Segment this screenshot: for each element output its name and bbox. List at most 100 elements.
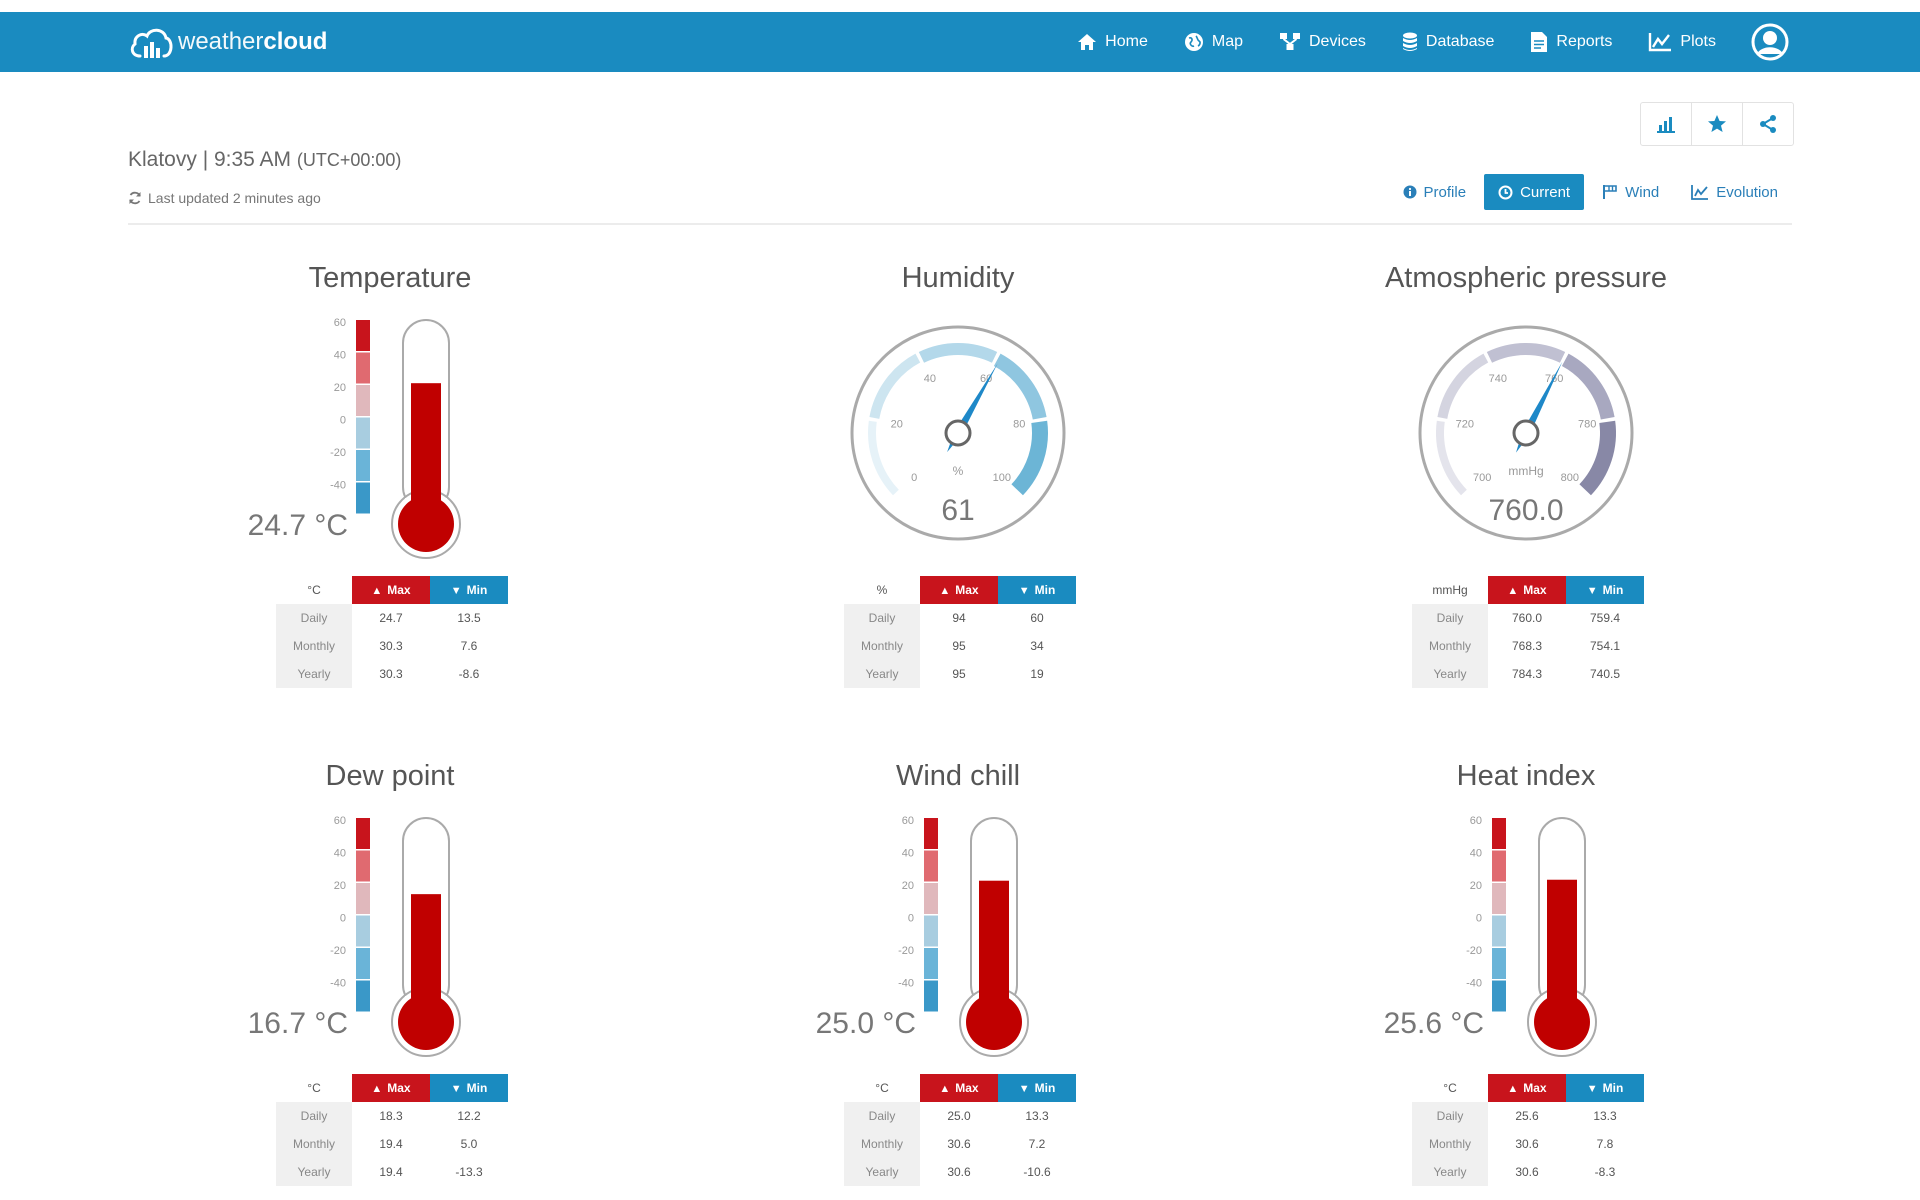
stats-min-value: 19 [1030, 667, 1044, 681]
scale-segment [924, 850, 938, 882]
stats-max-value: 760.0 [1511, 611, 1543, 625]
chevron-up-icon: ▲ [1507, 1083, 1519, 1095]
tab-profile[interactable]: Profile [1389, 174, 1481, 210]
tab-evolution-label: Evolution [1716, 183, 1778, 201]
stats-row-monthly: Monthly 768.3 754.1 [1412, 632, 1644, 660]
stats-row-yearly: Yearly 30.6 -10.6 [844, 1158, 1076, 1186]
star-icon [1708, 115, 1726, 132]
gauge-tick-label: 40 [924, 373, 936, 385]
station-name-time: Klatovy | 9:35 AM [128, 148, 292, 171]
stats-max-value: 94 [952, 611, 966, 625]
stats-row-monthly: Monthly 30.6 7.2 [844, 1130, 1076, 1158]
chevron-up-icon: ▲ [371, 585, 383, 597]
line-chart-icon [1691, 185, 1709, 200]
scale-tick-label: 0 [340, 415, 346, 427]
gauge-tick-label: 780 [1578, 418, 1596, 430]
scale-tick-label: 40 [334, 848, 346, 860]
stats-header-row: °C ▲ Max ▼ Min [276, 576, 508, 604]
stats-max-value: 30.6 [1515, 1137, 1539, 1151]
tab-current[interactable]: Current [1484, 174, 1585, 210]
nav-devices-label: Devices [1308, 33, 1366, 50]
stats-min-value: 740.5 [1589, 667, 1621, 681]
gauge: 0 20 40 60 80 100% [850, 325, 1066, 541]
stats-min-value: 5.0 [460, 1137, 478, 1151]
stats-row-daily: Daily 25.6 13.3 [1412, 1102, 1644, 1130]
stats-table: °C ▲ Max ▼ Min Daily 25.0 13.3 Monthly 30.6 7.2 Yea… [844, 1074, 1076, 1186]
user-menu-button[interactable] [1748, 20, 1792, 64]
stats-min-value: 34 [1030, 639, 1044, 653]
logo-text-weather: weather [178, 28, 264, 55]
min-label: Min [466, 583, 488, 597]
stats-min-value: -13.3 [455, 1165, 483, 1179]
nav-reports[interactable]: Reports [1530, 31, 1612, 53]
last-updated-text: Last updated 2 minutes ago [148, 190, 321, 206]
tab-evolution[interactable]: Evolution [1677, 174, 1792, 210]
tab-wind[interactable]: Wind [1588, 174, 1673, 210]
globe-icon [1184, 33, 1203, 51]
weathercloud-logo[interactable]: weather cloud [128, 22, 327, 62]
stats-min-value: 7.8 [1596, 1137, 1614, 1151]
share-icon [1760, 115, 1776, 133]
top-navbar: weather cloud Home Map Devices Database R… [0, 12, 1920, 72]
scale-segment [356, 352, 370, 384]
share-button[interactable] [1743, 103, 1793, 145]
main-nav: Home Map Devices Database Reports Plots [1041, 12, 1792, 72]
stats-header-row: °C ▲ Max ▼ Min [844, 1074, 1076, 1102]
scale-segment [356, 417, 370, 449]
scale-tick-label: 20 [1470, 880, 1482, 892]
mercury-column [979, 880, 1009, 1016]
stats-max-value: 25.6 [1515, 1109, 1539, 1123]
chart-button[interactable] [1641, 103, 1692, 145]
stats-min-header: ▼ Min [430, 576, 508, 604]
last-updated: Last updated 2 minutes ago [128, 190, 321, 206]
card-dew-point: Dew point 60 40 20 0 -20 -40 16.7 °C °C ▲ Max ▼ Min D… [200, 760, 580, 1190]
stats-period-label: Yearly [276, 660, 352, 688]
chevron-up-icon: ▲ [939, 585, 951, 597]
scale-tick-label: 20 [334, 382, 346, 394]
scale-tick-label: 60 [1470, 816, 1482, 827]
gauge-unit: % [953, 464, 964, 478]
chevron-down-icon: ▼ [1018, 1083, 1030, 1095]
gauge-band [1486, 343, 1566, 363]
chevron-up-icon: ▲ [939, 1083, 951, 1095]
stats-min-value: 13.3 [1593, 1109, 1617, 1123]
stats-period-label: Yearly [1412, 1158, 1488, 1186]
stats-max-header: ▲ Max [352, 576, 430, 604]
max-label: Max [955, 1081, 979, 1095]
stats-header-row: °C ▲ Max ▼ Min [276, 1074, 508, 1102]
scale-segment [356, 450, 370, 481]
scale-segment [1492, 915, 1506, 947]
stats-max-value: 30.3 [379, 639, 403, 653]
gauge-band [1561, 353, 1615, 420]
thermometer: 60 40 20 0 -20 -40 [330, 816, 461, 1057]
stats-row-yearly: Yearly 30.3 -8.6 [276, 660, 508, 688]
stats-min-value: 7.2 [1028, 1137, 1046, 1151]
chevron-down-icon: ▼ [1586, 585, 1598, 597]
stats-table: mmHg ▲ Max ▼ Min Daily 760.0 759.4 Monthly 768.3 7… [1412, 576, 1644, 688]
stats-max-value: 25.0 [947, 1109, 971, 1123]
stats-header-row: % ▲ Max ▼ Min [844, 576, 1076, 604]
logo-text-cloud: cloud [263, 28, 328, 55]
stats-min-value: -10.6 [1023, 1165, 1051, 1179]
nav-database-label: Database [1425, 33, 1495, 50]
stats-period-label: Monthly [1412, 1130, 1488, 1158]
chevron-down-icon: ▼ [1586, 1083, 1598, 1095]
nav-reports-label: Reports [1556, 33, 1613, 50]
stats-table: °C ▲ Max ▼ Min Daily 24.7 13.5 Monthly 30.3 7.6 Yea… [276, 576, 508, 688]
nav-plots[interactable]: Plots [1648, 32, 1716, 52]
nav-database[interactable]: Database [1402, 32, 1495, 52]
gauge-tick-label: 100 [993, 472, 1011, 484]
gauge-tick-label: 0 [911, 472, 917, 484]
current-value: 61 [941, 494, 975, 527]
nav-map[interactable]: Map [1184, 32, 1243, 52]
scale-segment [356, 320, 370, 351]
plots-icon [1649, 33, 1672, 52]
favorite-button[interactable] [1692, 103, 1743, 145]
nav-home[interactable]: Home [1077, 33, 1148, 51]
max-label: Max [955, 583, 979, 597]
current-value: 25.0 °C [815, 1007, 916, 1040]
info-icon [1403, 185, 1417, 199]
min-label: Min [1034, 583, 1056, 597]
nav-devices[interactable]: Devices [1279, 32, 1366, 52]
gauge-band [1436, 420, 1467, 496]
